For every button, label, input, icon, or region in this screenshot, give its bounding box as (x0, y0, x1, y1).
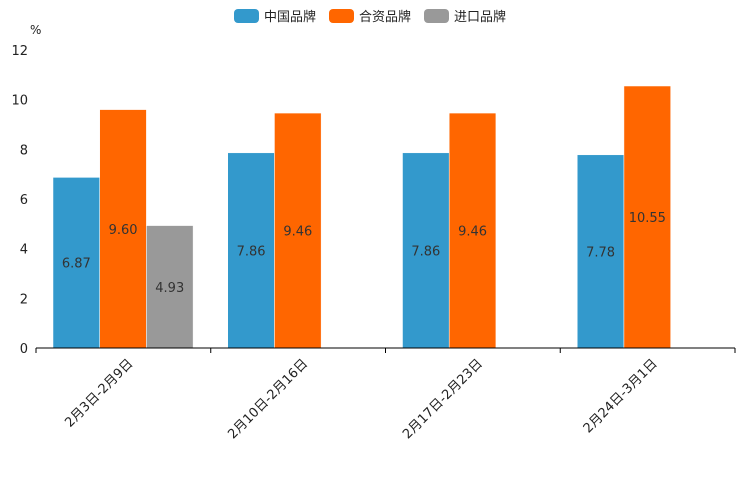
data-label: 7.86 (411, 244, 440, 259)
data-label: 9.46 (458, 225, 487, 240)
bars: 6.87 7.86 7.86 7.78 9.60 9.46 9.46 10.55 4.93 (52, 85, 671, 349)
legend-label: 进口品牌 (454, 9, 506, 25)
legend-swatch (329, 9, 354, 23)
bar (99, 109, 147, 349)
data-label: 7.86 (237, 244, 266, 259)
y-tick-label: 2 (20, 292, 28, 307)
bar (623, 85, 671, 349)
y-tick-label: 4 (20, 243, 28, 258)
data-label: 7.78 (586, 245, 615, 260)
x-tick-label: 2月24日-3月1日 (581, 356, 661, 436)
bar (577, 154, 625, 349)
y-tick-label: 8 (20, 143, 28, 158)
data-label: 9.60 (109, 223, 138, 238)
bar (227, 152, 275, 349)
y-axis: 0 2 4 6 8 10 12 (11, 44, 28, 357)
y-tick-label: 6 (20, 193, 28, 208)
bar (448, 112, 497, 349)
bar (274, 112, 322, 349)
data-label: 4.93 (155, 281, 184, 296)
x-tick-label: 2月17日-2月23日 (400, 356, 486, 442)
legend-label: 中国品牌 (264, 9, 316, 25)
legend-swatch (234, 9, 259, 23)
legend-label: 合资品牌 (359, 9, 411, 25)
legend-swatch (424, 9, 449, 23)
legend: 中国品牌 合资品牌 进口品牌 (234, 9, 506, 25)
y-tick-label: 10 (11, 94, 28, 109)
y-tick-label: 12 (11, 44, 28, 59)
data-label: 10.55 (629, 211, 666, 226)
data-label: 9.46 (283, 225, 312, 240)
y-axis-label: % (30, 23, 41, 37)
x-tick-label: 2月3日-2月9日 (62, 356, 136, 430)
x-axis: 2月3日-2月9日 2月10日-2月16日 2月17日-2月23日 2月24日-3月1… (35, 347, 736, 442)
bar (402, 152, 450, 349)
x-tick-label: 2月10日-2月16日 (225, 356, 311, 442)
y-tick-label: 0 (20, 342, 28, 357)
bar (52, 177, 100, 349)
data-label: 6.87 (62, 257, 91, 272)
